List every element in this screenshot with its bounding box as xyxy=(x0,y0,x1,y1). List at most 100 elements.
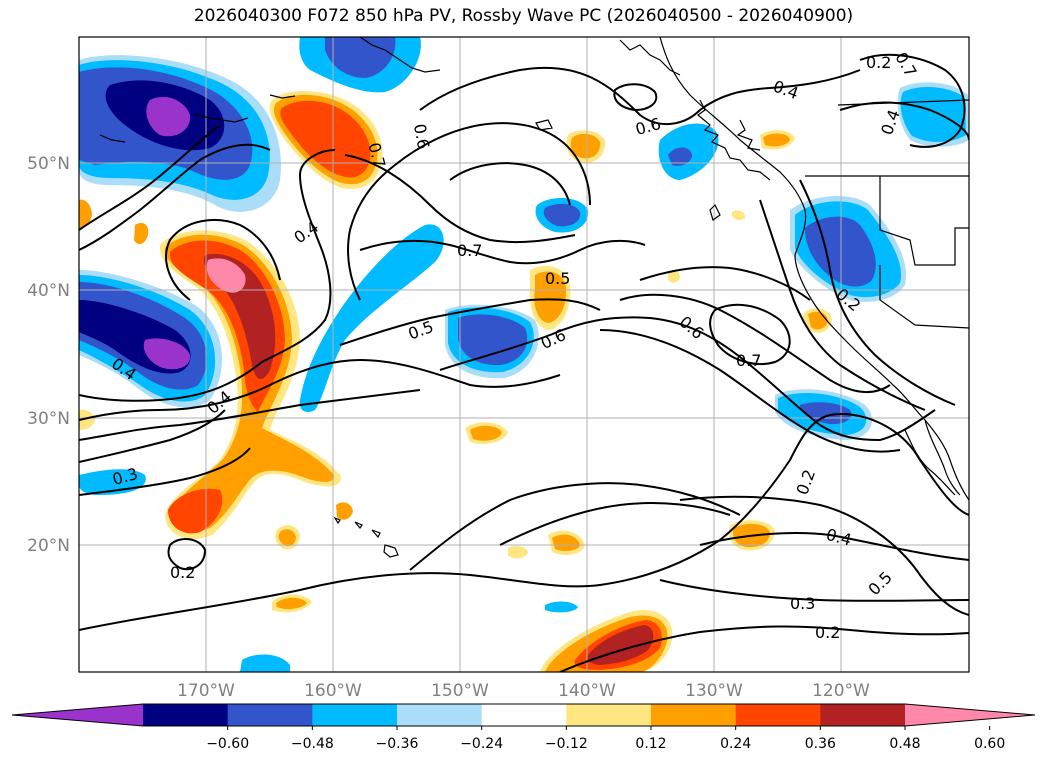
clabel-02-a: 0.2 xyxy=(170,563,195,582)
colorbar-outline xyxy=(11,703,1036,727)
colorbar-tick-label: −0.24 xyxy=(460,736,503,752)
fill-blob-16 xyxy=(508,545,528,559)
lat-tick-50n: 50°N xyxy=(27,154,70,174)
lat-tick-labels: 20°N 30°N 40°N 50°N xyxy=(27,154,70,556)
lat-tick-40n: 40°N xyxy=(27,281,70,301)
contour-0.2-s2 xyxy=(559,625,969,672)
colorbar-segment xyxy=(566,704,652,726)
contour-diag-1 xyxy=(619,293,891,393)
clabel-03-b: 0.3 xyxy=(790,594,815,613)
lon-tick-150w: 150°W xyxy=(431,681,489,701)
fill-mp-blue xyxy=(458,314,528,366)
fill-blob-3o xyxy=(763,133,790,147)
fill-ne-plume-red xyxy=(280,100,371,178)
contour-0.3-b xyxy=(659,579,969,602)
fill-wc-purple xyxy=(143,338,191,370)
contour-small-loop xyxy=(613,83,658,112)
contour-flow-8 xyxy=(79,447,251,496)
contour-diag-2 xyxy=(759,199,926,411)
fill-blob-8o xyxy=(276,597,307,610)
contour-0.7-a xyxy=(344,154,576,244)
fill-small-blue-2 xyxy=(668,147,692,166)
contour-0.5-b xyxy=(679,495,969,616)
map-title: 2026040300 F072 850 hPa PV, Rossby Wave … xyxy=(193,6,854,26)
colorbar-segment xyxy=(820,704,906,726)
colorbar-tick-label: 0.60 xyxy=(974,736,1005,752)
colorbar-segment xyxy=(397,704,483,726)
colorbar-segment xyxy=(481,704,567,726)
clabel-02-b: 0.2 xyxy=(815,623,840,642)
contour-0.7-b xyxy=(709,303,791,366)
fill-blob-10 xyxy=(79,199,92,228)
clabel-07-b: 0.7 xyxy=(736,351,761,370)
fill-plume-red-low xyxy=(168,488,223,534)
fill-ca-blue xyxy=(805,216,876,287)
coastlines xyxy=(99,37,969,558)
fill-blob-11 xyxy=(79,409,95,430)
contour-nw-2 xyxy=(79,143,271,251)
lat-tick-30n: 30°N xyxy=(27,409,70,429)
colorbar-segment xyxy=(227,704,313,726)
contour-diag-3 xyxy=(799,179,956,406)
contour-flow-3 xyxy=(359,239,646,265)
clabel-02-d: 0.2 xyxy=(866,53,891,72)
plot-frame xyxy=(78,36,970,673)
fill-blob-12 xyxy=(336,502,353,520)
colorbar-tick-label: 0.24 xyxy=(720,736,751,752)
lon-tick-170w: 170°W xyxy=(177,681,235,701)
fill-blob-15 xyxy=(134,222,149,245)
colorbar-tick-label: −0.48 xyxy=(291,736,334,752)
contour-ne-2 xyxy=(839,101,969,141)
negative-anomaly-fills xyxy=(79,37,969,672)
fill-blob-6o xyxy=(278,529,296,547)
colorbar: −0.60 −0.48 −0.36 −0.24 −0.12 0.12 0.24 0.36 0.4… xyxy=(11,703,1036,752)
contour-0.2-south xyxy=(79,413,969,631)
positive-anomaly-fills xyxy=(79,91,832,672)
colorbar-tick-label: 0.12 xyxy=(635,736,666,752)
colorbar-tick-label: −0.12 xyxy=(545,736,588,752)
contour-flow-5 xyxy=(599,329,901,453)
contour-flow-6 xyxy=(409,482,741,571)
contour-0.6-b xyxy=(419,66,861,126)
lon-tick-140w: 140°W xyxy=(558,681,616,701)
lon-tick-labels: 170°W 160°W 150°W 140°W 130°W 120°W xyxy=(177,681,870,701)
colorbar-tick-label: −0.60 xyxy=(206,736,249,752)
contour-flow-7 xyxy=(499,502,731,546)
colorbar-extend-high xyxy=(905,704,1035,726)
colorbar-segment xyxy=(143,704,229,726)
colorbar-extend-low xyxy=(12,704,143,726)
fill-blob-2o xyxy=(570,133,601,159)
pv-contours xyxy=(79,53,969,672)
fill-blob-7o xyxy=(552,534,580,552)
colorbar-segment xyxy=(312,704,398,726)
colorbar-segment xyxy=(735,704,821,726)
colorbar-tick-label: −0.36 xyxy=(376,736,419,752)
fill-blob-14 xyxy=(732,210,746,221)
fill-b-cyan xyxy=(240,654,290,672)
contour-nw-loop xyxy=(165,219,281,301)
fill-blob-13 xyxy=(668,270,680,283)
contour-ne-loop xyxy=(859,53,966,148)
fill-blob-4o xyxy=(470,425,502,441)
clabel-07-a: 0.7 xyxy=(457,241,482,260)
contour-c2 xyxy=(449,162,571,206)
lon-tick-120w: 120°W xyxy=(812,681,870,701)
contour-0.5-a xyxy=(339,298,601,346)
lon-tick-160w: 160°W xyxy=(304,681,362,701)
contour-flow-2 xyxy=(79,389,421,441)
fill-streak-cyan xyxy=(299,224,444,412)
contour-central xyxy=(347,122,591,301)
lon-tick-130w: 130°W xyxy=(685,681,743,701)
contour-hawaii xyxy=(167,538,207,570)
fill-nw-purple xyxy=(146,96,191,137)
fill-blob-1o xyxy=(534,271,567,323)
fill-b-cyan-2 xyxy=(545,601,578,613)
colorbar-tick-label: 0.36 xyxy=(805,736,836,752)
lat-tick-20n: 20°N xyxy=(27,536,70,556)
fill-plume-pink xyxy=(206,258,246,293)
contour-0.4-a xyxy=(79,149,336,402)
colorbar-tick-label: 0.48 xyxy=(889,736,920,752)
clabel-06-a: 0.6 xyxy=(410,122,433,150)
contour-flow-1 xyxy=(79,358,561,421)
